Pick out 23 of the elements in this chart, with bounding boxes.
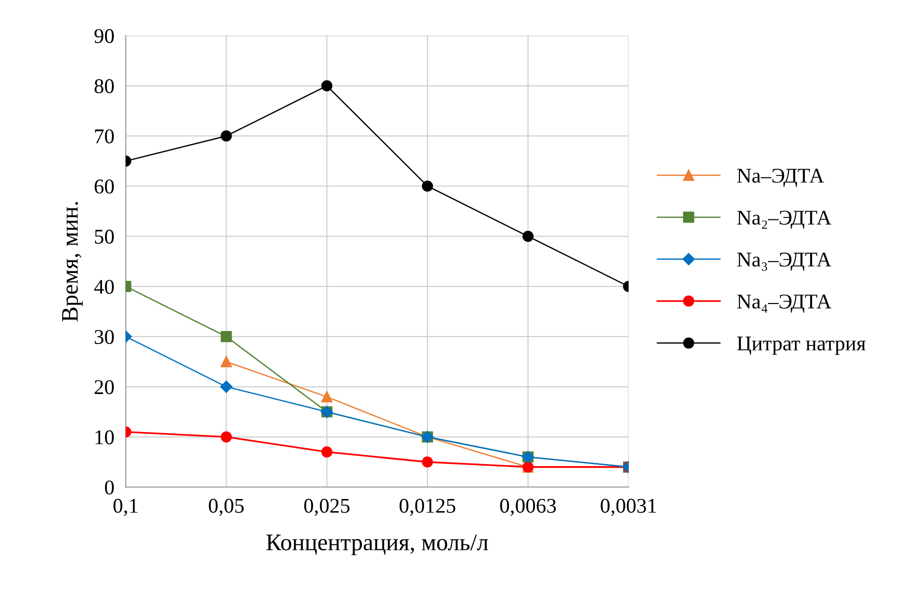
y-tick-label: 0 [104,480,114,495]
y-tick-label: 60 [94,179,114,194]
x-tick-label: 0,025 [304,498,350,516]
x-tick-label: 0,0031 [600,498,656,516]
x-tick-label: 0,0063 [500,498,556,516]
y-tick-label: 40 [94,280,114,294]
legend-label: Цитрат натрия [737,336,866,355]
y-tick-label: 70 [95,129,114,144]
y-tick-label: 50 [94,230,114,244]
legend-label: Na₂–ЭДТА [737,210,832,229]
legend-label: Na₃–ЭДТА [737,252,832,271]
x-tick-label: 0,0125 [400,498,456,516]
y-axis-title: Время, мин. [62,202,83,322]
y-tick-label: 30 [94,330,114,344]
legend-label: Na₄–ЭДТА [737,294,832,313]
y-tick-label: 20 [94,380,114,394]
legend-label: Na–ЭДТА [737,168,824,187]
y-tick-label: 80 [94,79,114,94]
y-tick-label: 10 [96,430,114,444]
x-tick-label: 0,05 [208,498,244,516]
x-tick-label: 0,1 [113,498,138,516]
y-tick-label: 90 [94,29,114,44]
x-axis-title: Концентрация, моль/л [266,534,488,556]
